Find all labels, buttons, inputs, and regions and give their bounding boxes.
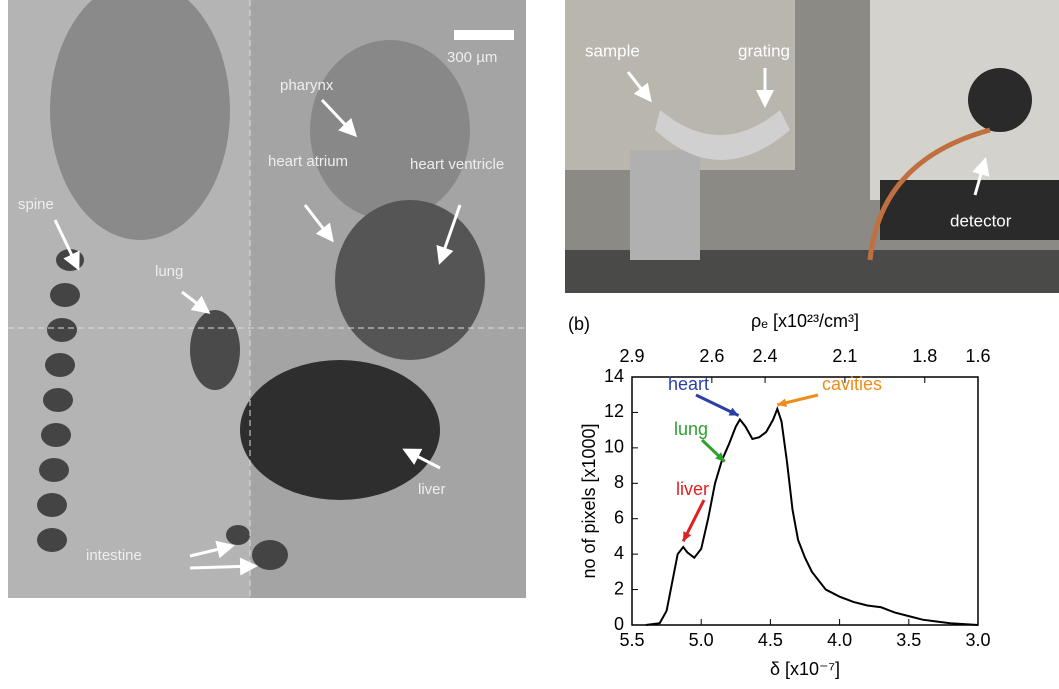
annotation: heart bbox=[668, 374, 709, 394]
x2-tick-label: 2.9 bbox=[619, 346, 644, 366]
x2-axis-label: ρₑ [x10²³/cm³] bbox=[751, 311, 859, 331]
y-tick-label: 12 bbox=[604, 401, 624, 421]
y-tick-label: 14 bbox=[604, 366, 624, 386]
setup-photo: sample grating detector bbox=[565, 0, 1059, 293]
x-tick-label: 5.5 bbox=[619, 630, 644, 650]
image-label: heart ventricle bbox=[410, 156, 504, 173]
annotation: lung bbox=[674, 419, 708, 439]
panel-label: (b) bbox=[568, 314, 590, 334]
x2-tick-label: 2.1 bbox=[832, 346, 857, 366]
image-label: lung bbox=[155, 263, 183, 280]
x2-tick-label: 2.4 bbox=[753, 346, 778, 366]
figure: 300 µm pharynx heart atrium heart ventri… bbox=[0, 0, 1059, 684]
photo-label: grating bbox=[738, 41, 790, 60]
y-tick-label: 8 bbox=[614, 472, 624, 492]
image-label: liver bbox=[418, 481, 446, 498]
image-label: heart atrium bbox=[268, 153, 348, 170]
x-tick-label: 3.5 bbox=[896, 630, 921, 650]
x-tick-label: 5.0 bbox=[689, 630, 714, 650]
x-tick-label: 4.0 bbox=[827, 630, 852, 650]
x-tick-label: 4.5 bbox=[758, 630, 783, 650]
ct-image: 300 µm pharynx heart atrium heart ventri… bbox=[8, 0, 526, 598]
annotation: liver bbox=[676, 479, 709, 499]
annotation: cavities bbox=[822, 374, 882, 394]
x-axis-label: δ [x10⁻⁷] bbox=[770, 659, 840, 679]
y-tick-label: 4 bbox=[614, 543, 624, 563]
plot-frame bbox=[632, 377, 978, 625]
x2-tick-label: 1.8 bbox=[912, 346, 937, 366]
image-label: intestine bbox=[86, 547, 142, 564]
y-tick-label: 6 bbox=[614, 507, 624, 527]
x2-tick-label: 2.6 bbox=[699, 346, 724, 366]
image-label: spine bbox=[18, 196, 54, 213]
photo-label: sample bbox=[585, 41, 640, 60]
y-tick-label: 10 bbox=[604, 437, 624, 457]
scale-bar: 300 µm bbox=[447, 49, 497, 66]
x2-tick-label: 1.6 bbox=[965, 346, 990, 366]
photo-label: detector bbox=[950, 211, 1012, 230]
x-tick-label: 3.0 bbox=[965, 630, 990, 650]
y-tick-label: 2 bbox=[614, 578, 624, 598]
image-label: pharynx bbox=[280, 77, 334, 94]
y-axis-label: no of pixels [x1000] bbox=[579, 423, 599, 578]
